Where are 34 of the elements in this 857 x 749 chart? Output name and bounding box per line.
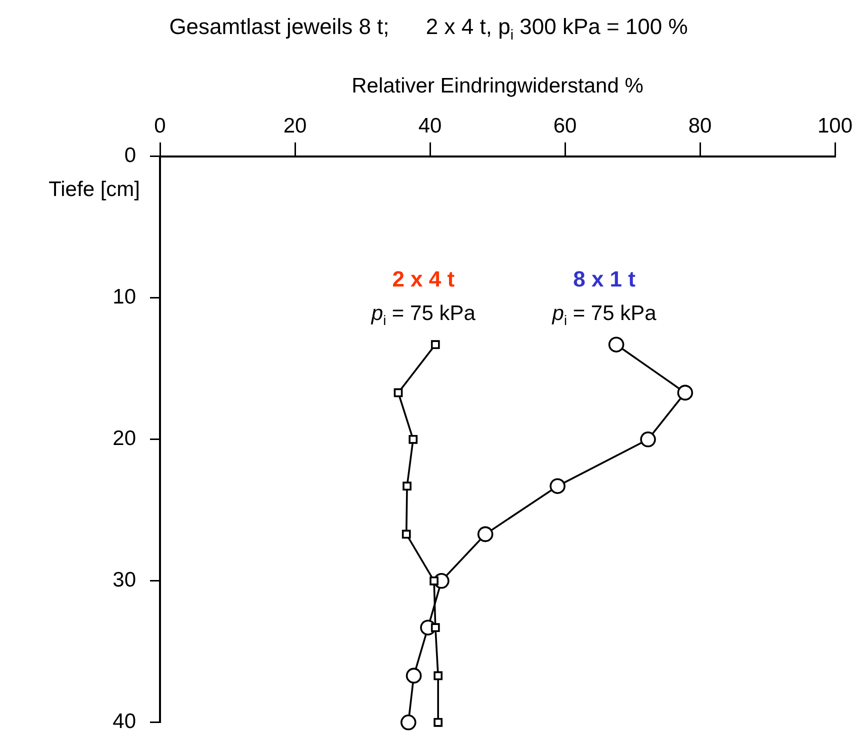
point	[406, 668, 422, 684]
point	[402, 482, 412, 491]
point	[640, 432, 656, 448]
point	[400, 714, 416, 730]
x-tick-label: 60	[553, 114, 577, 138]
x-tick-label: 40	[418, 114, 442, 138]
x-tick-label: 80	[688, 114, 712, 138]
y-tick-label: 0	[124, 144, 136, 168]
text: 8 x 1 t	[573, 266, 636, 292]
point	[430, 623, 440, 632]
annotation: p$_{i}$ = 75 kPa	[552, 302, 656, 328]
y-tick-label: 20	[112, 427, 136, 450]
point	[434, 718, 443, 727]
point	[608, 336, 624, 352]
point	[677, 384, 694, 401]
annotation: p$_{i}$ = 75 kPa	[371, 302, 476, 328]
x-tick-label: 0	[154, 114, 166, 138]
point	[550, 478, 566, 494]
chart-title: Gesamtlast jeweils 8 t; 2 x 4 t, p$_{i}$ 300 kPa = 100 %	[168, 14, 689, 44]
point	[477, 526, 494, 542]
text: 2 x 4 t	[392, 266, 456, 292]
point	[408, 434, 418, 444]
point	[430, 576, 438, 586]
point	[430, 340, 440, 350]
point	[402, 530, 411, 539]
x-axis-title: Relativer Eindringwiderstand %	[352, 74, 644, 98]
y-tick-label: 30	[112, 568, 136, 592]
y-tick-label: 10	[112, 286, 136, 309]
y-axis-title: Tiefe [cm]	[48, 178, 140, 202]
point	[394, 388, 403, 398]
x-tick-label: 20	[283, 114, 307, 138]
point	[434, 671, 443, 680]
y-tick-label: 40	[112, 710, 136, 734]
x-tick-label: 100	[817, 114, 853, 138]
